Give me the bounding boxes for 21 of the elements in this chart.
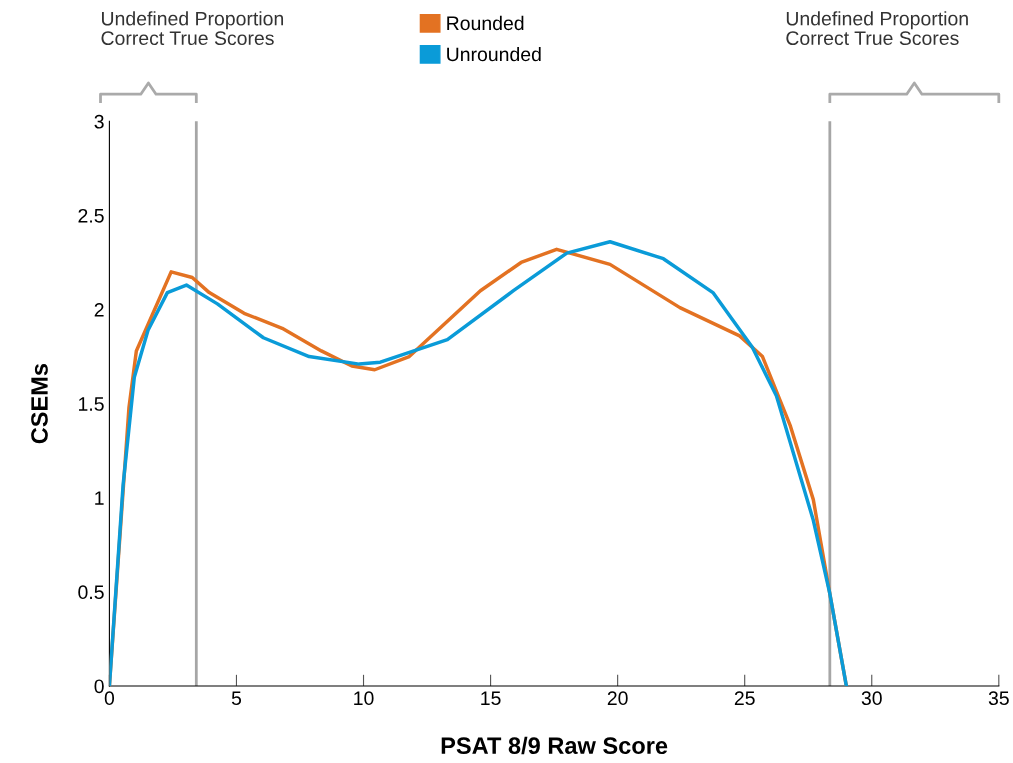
x-tick-label: 10 (354, 691, 374, 706)
y-tick-label: 0 (94, 679, 104, 694)
x-tick-label: 20 (607, 691, 628, 706)
y-tick-label: 2.5 (78, 208, 104, 223)
text: Undefined Proportion Correct True Scores (786, 11, 968, 46)
y-tick-label: 1.5 (79, 397, 104, 411)
x-tick-label: 0 (104, 691, 115, 706)
y-tick-label: 2 (94, 302, 104, 317)
x-axis-title: PSAT 8/9 Raw Score (441, 736, 668, 755)
legend-label: Unrounded (447, 46, 541, 62)
x-tick-label: 15 (481, 691, 501, 706)
x-tick-label: 30 (861, 691, 882, 706)
x-tick-label: 35 (988, 691, 1009, 706)
legend-label: Rounded (447, 15, 524, 31)
text: Undefined Proportion Correct True Scores (101, 11, 284, 46)
y-tick-label: 1 (95, 491, 104, 505)
y-tick-label: 0.5 (78, 585, 104, 600)
x-tick-label: 5 (231, 691, 242, 706)
x-tick-label: 25 (734, 691, 755, 706)
y-axis-title: CSEMs (31, 363, 48, 444)
y-tick-label: 3 (94, 114, 104, 129)
